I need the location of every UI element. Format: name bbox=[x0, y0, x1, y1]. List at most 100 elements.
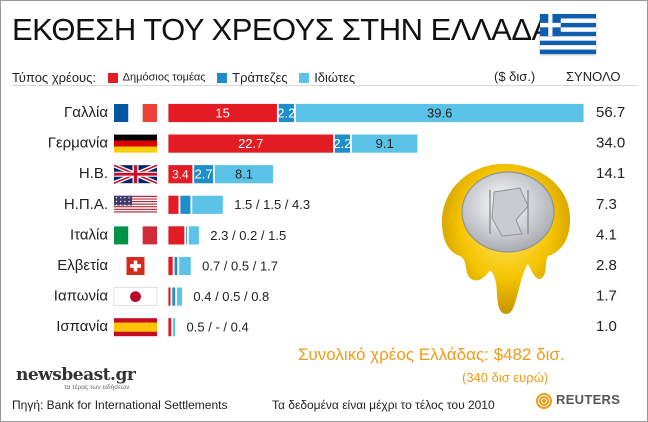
greece-total-debt-eur: (340 δισ ευρώ) bbox=[462, 370, 549, 385]
legend-swatch-banks bbox=[217, 72, 228, 83]
japan-flag-icon bbox=[113, 287, 158, 306]
legend-separator bbox=[12, 85, 638, 86]
flag-part bbox=[114, 331, 157, 337]
bar-banks bbox=[179, 194, 192, 215]
newsbeast-logo: newsbeast.gr bbox=[16, 365, 136, 385]
bar-public bbox=[167, 164, 194, 185]
newsbeast-logo-tagline: τα τέρας των ειδήσεων bbox=[64, 384, 130, 391]
bar-public bbox=[167, 317, 173, 338]
source-note: Πηγή: Bank for International Settlements bbox=[12, 398, 228, 412]
flag-part bbox=[114, 200, 157, 203]
bar-value-label: 2.2 bbox=[277, 105, 295, 120]
bar-banks bbox=[193, 164, 214, 185]
units-label: ($ δισ.) bbox=[494, 69, 536, 84]
country-label: Η.Β. bbox=[79, 165, 108, 182]
flag-part bbox=[114, 195, 157, 198]
flag-part bbox=[115, 200, 118, 203]
flag-part bbox=[124, 200, 126, 203]
flag-part bbox=[133, 165, 138, 184]
flag-part bbox=[142, 104, 157, 122]
bar-public bbox=[167, 133, 334, 154]
flag-part bbox=[114, 208, 157, 210]
bar-private bbox=[176, 286, 183, 307]
bar-value-label: 0.7 / 0.5 / 1.7 bbox=[202, 258, 278, 273]
bar-value-label: 15 bbox=[215, 105, 229, 120]
flag-part bbox=[120, 197, 122, 199]
bar-value-label: 9.1 bbox=[376, 136, 394, 151]
flag-part bbox=[114, 140, 157, 147]
bar-private bbox=[187, 225, 200, 246]
bar-value-label: 39.6 bbox=[427, 105, 452, 120]
country-label: Ισπανία bbox=[56, 318, 108, 335]
france-flag-icon bbox=[114, 104, 157, 122]
flag-part bbox=[128, 104, 143, 122]
germany-flag-icon bbox=[114, 134, 157, 153]
country-label: Ιαπωνία bbox=[54, 288, 109, 305]
total-value: 1.7 bbox=[596, 288, 617, 305]
country-label: Ιταλία bbox=[70, 226, 108, 243]
flag-part bbox=[120, 204, 122, 206]
bar-private bbox=[214, 164, 274, 185]
bar-value-label: 2.7 bbox=[195, 167, 213, 182]
flag-part bbox=[130, 291, 141, 302]
greece-flag-icon bbox=[540, 14, 596, 54]
flag-part bbox=[114, 318, 157, 323]
bar-value-label: 1.5 / 1.5 / 4.3 bbox=[234, 197, 310, 212]
legend-swatch-public bbox=[107, 72, 118, 83]
data-date-note: Τα δεδομένα είναι μέχρι το τέλος του 201… bbox=[272, 398, 495, 412]
flag-part bbox=[114, 202, 157, 204]
reuters-logo: REUTERS bbox=[536, 392, 620, 409]
flag-part bbox=[115, 204, 118, 206]
uk-flag-icon bbox=[113, 163, 158, 186]
flag-part bbox=[130, 264, 141, 268]
flag-part bbox=[114, 207, 157, 209]
flag-part bbox=[114, 211, 157, 213]
country-label: Η.Π.Α. bbox=[64, 196, 108, 213]
reuters-dots-icon bbox=[536, 392, 552, 409]
total-value: 34.0 bbox=[596, 135, 625, 152]
bar-banks bbox=[277, 103, 295, 123]
flag-part bbox=[128, 226, 143, 245]
bar-value-label: 2.3 / 0.2 / 1.5 bbox=[210, 228, 286, 243]
flag-part bbox=[114, 209, 157, 212]
melting-euro-coin-icon bbox=[442, 163, 571, 315]
total-value: 56.7 bbox=[596, 104, 625, 121]
legend-private: Ιδιώτες bbox=[314, 70, 356, 86]
flag-part bbox=[128, 200, 130, 203]
bar-value-label: 3.4 bbox=[172, 167, 189, 181]
flag-part bbox=[142, 226, 157, 245]
bar-private bbox=[351, 133, 419, 154]
total-header: ΣΥΝΟΛΟ bbox=[566, 69, 621, 84]
bar-banks bbox=[171, 286, 176, 307]
total-value: 4.1 bbox=[596, 226, 617, 243]
country-label: Γερμανία bbox=[48, 135, 109, 152]
flag-part bbox=[115, 197, 118, 199]
country-label: Ελβετία bbox=[57, 257, 108, 274]
flag-part bbox=[114, 198, 157, 200]
flag-part bbox=[128, 204, 130, 206]
flag-part bbox=[114, 197, 157, 199]
bar-public bbox=[167, 225, 186, 246]
chart-title: ΕΚΘΕΣΗ ΤΟΥ ΧΡΕΟΥΣ ΣΤΗΝ ΕΛΛΑΔΑ bbox=[12, 12, 552, 47]
legend: Τύπος χρέους: Δημόσιος τομέας Τράπεζες Ι… bbox=[12, 69, 355, 85]
italy-flag-icon bbox=[114, 226, 157, 245]
bar-private bbox=[172, 317, 176, 338]
bar-private bbox=[294, 103, 585, 123]
total-value: 2.8 bbox=[596, 257, 617, 274]
bar-banks bbox=[334, 133, 351, 154]
legend-banks: Τράπεζες bbox=[232, 70, 288, 86]
usa-flag-icon bbox=[114, 195, 157, 214]
flag-part bbox=[114, 203, 157, 205]
bar-private bbox=[178, 256, 192, 276]
bar-value-label: 0.4 / 0.5 / 0.8 bbox=[193, 289, 269, 304]
legend-public: Δημόσιος τομέας bbox=[122, 71, 206, 84]
bar-public bbox=[167, 103, 278, 123]
bar-value-label: 2.2 bbox=[333, 136, 351, 151]
greece-total-debt: Συνολικό χρέος Ελλάδας: $482 δισ. bbox=[298, 345, 565, 364]
bar-public bbox=[167, 194, 180, 215]
total-value: 7.3 bbox=[596, 196, 617, 213]
flag-part bbox=[124, 204, 126, 206]
total-value: 14.1 bbox=[596, 165, 625, 182]
country-label: Γαλλία bbox=[64, 104, 108, 121]
